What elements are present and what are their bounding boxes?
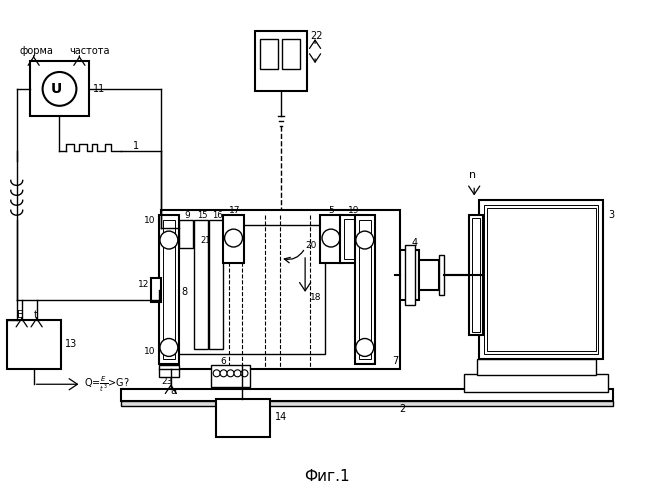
Text: 5: 5	[328, 206, 334, 214]
Bar	[340, 215, 360, 263]
Bar	[255, 31, 307, 91]
Bar	[29, 61, 89, 116]
Bar	[400, 250, 419, 300]
Text: 14: 14	[275, 412, 288, 422]
Bar	[209, 220, 223, 350]
Text: 17: 17	[229, 206, 240, 214]
Bar	[223, 215, 244, 263]
Circle shape	[213, 370, 220, 377]
Circle shape	[356, 231, 374, 249]
Text: U: U	[51, 82, 62, 96]
Bar	[121, 401, 613, 406]
Text: 19: 19	[348, 206, 360, 214]
Circle shape	[43, 72, 77, 106]
Circle shape	[160, 231, 178, 249]
Text: 21: 21	[200, 236, 211, 244]
Bar	[464, 374, 608, 392]
Circle shape	[234, 370, 241, 377]
Text: 2: 2	[400, 404, 406, 414]
Bar	[419, 260, 440, 290]
Text: 8: 8	[182, 287, 188, 297]
Bar	[163, 220, 175, 360]
Text: n: n	[469, 170, 476, 180]
Circle shape	[356, 338, 374, 356]
Circle shape	[241, 370, 248, 377]
Bar	[194, 220, 208, 350]
Text: 16: 16	[212, 210, 222, 220]
Bar	[159, 366, 179, 378]
Bar	[7, 320, 62, 370]
Bar	[282, 39, 300, 69]
Bar	[121, 389, 613, 401]
Bar	[176, 225, 325, 354]
Text: 10: 10	[144, 216, 155, 224]
Text: 15: 15	[196, 210, 207, 220]
Text: 4: 4	[411, 238, 418, 248]
Bar	[211, 366, 250, 387]
Bar	[484, 205, 599, 354]
Bar	[179, 220, 193, 248]
Bar	[472, 218, 480, 332]
Text: форма: форма	[20, 46, 54, 56]
Text: 23: 23	[161, 377, 172, 386]
Text: a: a	[171, 386, 177, 396]
Text: E: E	[17, 310, 23, 320]
Bar	[215, 399, 271, 437]
Text: 6: 6	[221, 357, 227, 366]
Bar	[477, 360, 597, 376]
Text: 1: 1	[133, 140, 140, 150]
Text: Фиг.1: Фиг.1	[304, 469, 350, 484]
Bar	[320, 215, 342, 263]
Text: 12: 12	[138, 280, 149, 289]
Bar	[479, 200, 603, 360]
Text: 9: 9	[185, 210, 191, 220]
Bar	[359, 220, 371, 360]
Text: Q=$\frac{E}{t^3}$>G?: Q=$\frac{E}{t^3}$>G?	[84, 374, 130, 394]
Text: t: t	[33, 310, 37, 320]
Bar	[261, 39, 278, 69]
Bar	[161, 210, 400, 370]
Text: частота: частота	[69, 46, 110, 56]
Text: 22: 22	[310, 31, 323, 41]
Bar	[405, 245, 415, 304]
Bar	[355, 215, 375, 364]
Bar	[487, 208, 595, 352]
Text: 11: 11	[93, 84, 105, 94]
Bar	[344, 219, 356, 259]
Bar	[440, 255, 444, 294]
Text: 20: 20	[305, 240, 316, 250]
Text: 10: 10	[144, 347, 155, 356]
Text: 7: 7	[392, 356, 399, 366]
Bar	[159, 215, 179, 364]
Circle shape	[322, 229, 340, 247]
Text: 18: 18	[310, 293, 322, 302]
Text: 3: 3	[608, 210, 614, 220]
Text: 13: 13	[64, 340, 77, 349]
Circle shape	[227, 370, 234, 377]
Circle shape	[225, 229, 242, 247]
Bar	[469, 215, 483, 334]
Circle shape	[160, 338, 178, 356]
Circle shape	[220, 370, 227, 377]
Bar	[151, 278, 161, 301]
